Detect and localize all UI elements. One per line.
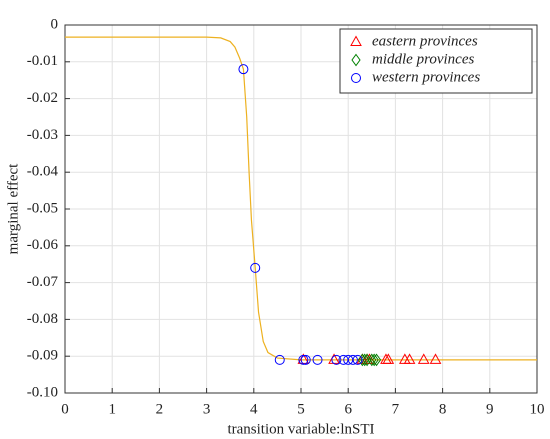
x-axis-label: transition variable:lnSTI bbox=[227, 421, 374, 437]
x-tick-label: 4 bbox=[250, 401, 258, 417]
legend-label: middle provinces bbox=[372, 51, 474, 67]
marker bbox=[417, 353, 430, 364]
y-tick-label: -0.07 bbox=[27, 274, 59, 290]
x-tick-label: 9 bbox=[486, 401, 494, 417]
marker bbox=[371, 353, 382, 367]
x-tick-label: 10 bbox=[530, 401, 545, 417]
x-tick-label: 1 bbox=[108, 401, 116, 417]
marker bbox=[369, 353, 379, 367]
plot-frame bbox=[64, 24, 538, 394]
marker bbox=[347, 354, 358, 365]
marker bbox=[352, 354, 363, 365]
legend-label: eastern provinces bbox=[372, 33, 478, 49]
legend-label: western provinces bbox=[372, 69, 480, 85]
curve bbox=[65, 36, 537, 361]
y-tick-label: 0 bbox=[51, 16, 59, 32]
marker bbox=[350, 35, 362, 46]
y-tick-label: -0.10 bbox=[27, 384, 58, 400]
marker bbox=[429, 353, 442, 364]
x-tick-label: 6 bbox=[344, 401, 352, 417]
marker bbox=[331, 354, 342, 365]
marker bbox=[274, 354, 285, 365]
y-tick-label: -0.02 bbox=[27, 90, 58, 106]
y-tick-label: -0.05 bbox=[27, 200, 58, 216]
marker bbox=[403, 353, 416, 364]
legend-box bbox=[339, 28, 533, 94]
y-tick-label: -0.06 bbox=[27, 237, 59, 253]
y-tick-label: -0.08 bbox=[27, 311, 58, 327]
marker bbox=[238, 64, 249, 75]
marker bbox=[363, 353, 376, 364]
y-tick-label: -0.01 bbox=[27, 53, 58, 69]
marker bbox=[351, 73, 361, 83]
marker bbox=[382, 353, 395, 364]
x-tick-label: 5 bbox=[297, 401, 305, 417]
x-tick-label: 8 bbox=[439, 401, 447, 417]
y-tick-label: -0.03 bbox=[27, 127, 58, 143]
x-tick-label: 2 bbox=[156, 401, 164, 417]
x-tick-label: 7 bbox=[392, 401, 400, 417]
y-axis-label: marginal effect bbox=[5, 163, 21, 254]
marker bbox=[300, 354, 311, 365]
marker bbox=[351, 53, 361, 67]
y-tick-label: -0.09 bbox=[27, 348, 58, 364]
y-tick-label: -0.04 bbox=[27, 164, 59, 180]
marker bbox=[250, 262, 261, 273]
x-tick-label: 3 bbox=[203, 401, 211, 417]
marker bbox=[298, 354, 309, 365]
marker bbox=[312, 354, 323, 365]
x-tick-label: 0 bbox=[61, 401, 69, 417]
